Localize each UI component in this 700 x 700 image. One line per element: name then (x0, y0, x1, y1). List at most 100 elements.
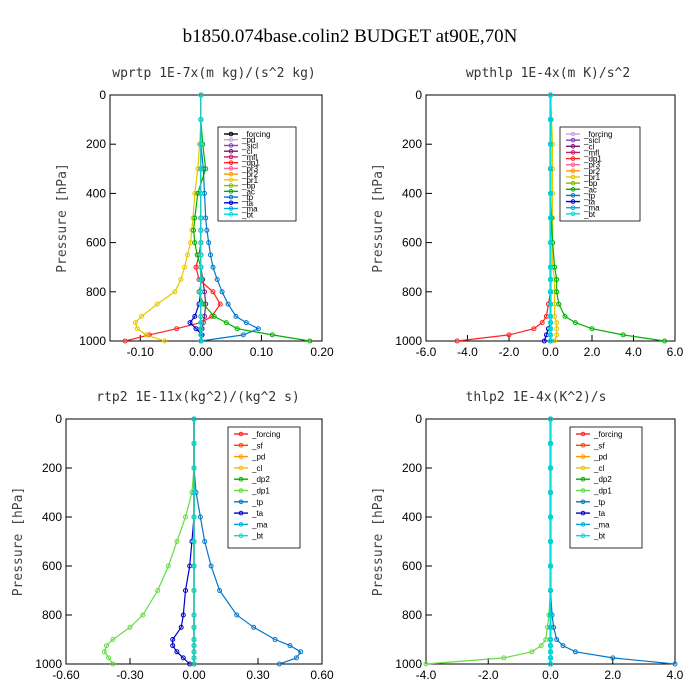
data-point (548, 514, 553, 520)
data-point (110, 661, 116, 667)
data-point (501, 655, 507, 661)
data-point (110, 637, 116, 642)
legend-label: _ta (251, 509, 264, 518)
data-point (182, 264, 187, 270)
x-tick-label: 2.0 (604, 668, 621, 682)
panel-title: wprtp 1E-7x(m kg)/(s^2 kg) (112, 66, 316, 81)
data-point (234, 326, 240, 332)
series-bt (191, 416, 197, 667)
y-tick-label: 200 (402, 461, 422, 475)
data-point (548, 301, 553, 307)
y-tick-label: 800 (402, 608, 422, 622)
data-point (610, 655, 616, 661)
y-tick-label: 200 (86, 137, 106, 151)
data-point (217, 588, 223, 593)
y-tick-label: 1000 (395, 657, 422, 671)
x-tick-label: 0.0 (542, 345, 559, 359)
data-point (174, 649, 180, 655)
data-point (191, 624, 197, 630)
legend-label: _sicl (583, 136, 600, 145)
data-point (269, 332, 275, 338)
data-point (548, 92, 553, 98)
data-point (234, 612, 240, 618)
legend: _forcing_sicl_cl_mfl_dp1_pr3_pr2_pr1_bp_… (559, 126, 641, 222)
data-point (454, 338, 460, 344)
data-point (548, 264, 553, 270)
y-tick-label: 400 (42, 510, 62, 524)
data-point (529, 649, 535, 655)
data-point (548, 441, 553, 446)
x-tick-label: 0.10 (250, 345, 274, 359)
legend-marker (580, 476, 586, 482)
y-tick-label: 400 (402, 186, 422, 200)
data-point (198, 301, 204, 307)
legend-marker (238, 465, 244, 471)
data-point (198, 166, 204, 172)
data-point (165, 563, 171, 569)
data-point (548, 465, 553, 471)
legend-marker (228, 166, 234, 171)
legend-marker (228, 194, 234, 200)
legend: _forcing _sf _pd _cl _dp2 _dp1 _tp _ta _ma _bt (569, 426, 643, 549)
legend-marker (228, 148, 234, 154)
data-point (206, 240, 212, 246)
legend-label: _pr3 (583, 161, 601, 170)
data-point (548, 117, 553, 123)
legend-label: _forcing (593, 430, 622, 439)
data-point (202, 539, 208, 544)
series-line (425, 419, 552, 665)
data-point (192, 215, 198, 221)
data-point (543, 637, 549, 642)
data-point (272, 637, 278, 642)
legend-label: _ma (241, 205, 258, 214)
legend-label: _ac (241, 187, 255, 196)
data-point (548, 588, 553, 593)
data-point (183, 588, 188, 593)
data-point (307, 338, 313, 344)
legend-marker (570, 150, 576, 155)
data-point (104, 643, 109, 649)
legend-label: _bt (241, 210, 254, 219)
data-point (154, 301, 160, 307)
data-point (662, 338, 668, 344)
data-point (208, 252, 213, 258)
legend-label: _bt (583, 210, 596, 219)
legend-label: _forcing (583, 130, 612, 139)
data-point (198, 277, 204, 282)
data-point (174, 539, 180, 544)
data-point (172, 289, 178, 295)
data-point (541, 338, 547, 344)
data-point (539, 320, 545, 326)
data-point (198, 141, 204, 147)
data-point (198, 320, 204, 326)
data-point (554, 320, 560, 326)
data-point (548, 416, 553, 422)
data-point (195, 190, 201, 196)
legend-label: _ac (583, 185, 597, 194)
legend-label: _sf (593, 441, 605, 450)
y-tick-label: 0 (415, 412, 422, 426)
legend-label: _cl (251, 464, 262, 473)
x-tick-label: 0.60 (310, 668, 334, 682)
data-point (170, 643, 176, 649)
data-point (192, 190, 198, 196)
data-point (198, 252, 204, 258)
data-point (548, 563, 553, 569)
legend-marker (228, 206, 234, 211)
data-point (556, 301, 562, 307)
plot-frame (109, 94, 323, 342)
data-point (122, 338, 128, 344)
panel-4: thlp2 1E-4x(K^2)/s 0 200 400 600 800 1000-4.0 -… (371, 390, 684, 682)
data-point (506, 332, 512, 338)
data-point (287, 643, 293, 649)
data-point (214, 277, 220, 282)
legend-marker (570, 137, 576, 143)
y-tick-label: 600 (86, 236, 106, 250)
y-tick-label: 600 (402, 236, 422, 250)
data-point (191, 612, 197, 618)
data-point (548, 320, 553, 326)
legend-label: _pr2 (241, 170, 259, 179)
data-point (191, 539, 197, 544)
data-point (198, 117, 204, 123)
